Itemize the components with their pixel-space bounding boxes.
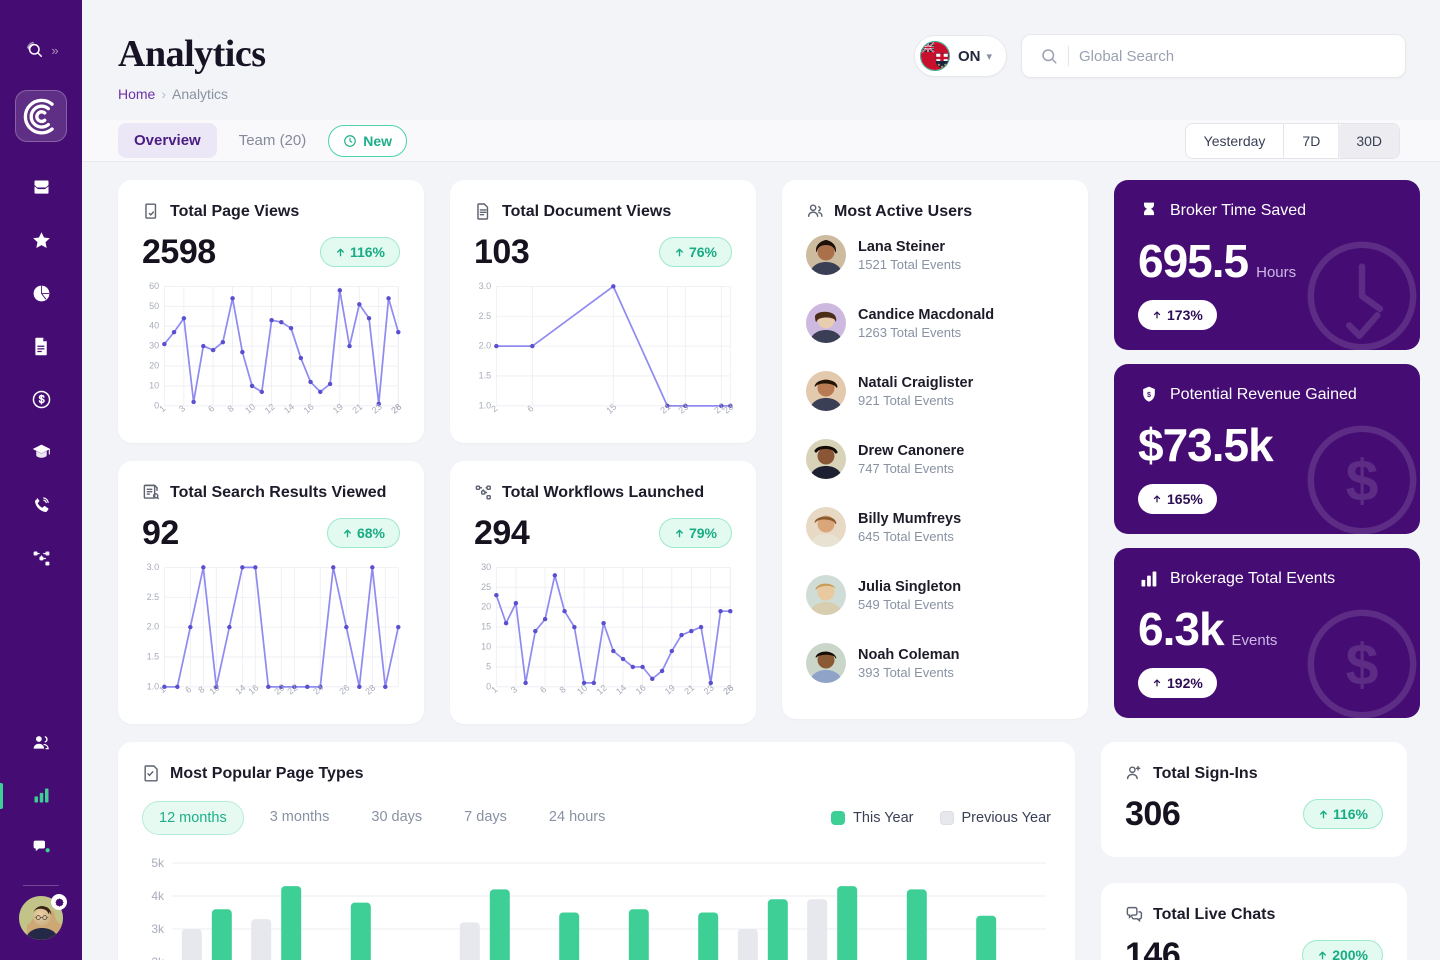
svg-text:12: 12: [263, 402, 277, 416]
svg-text:14: 14: [233, 683, 247, 697]
svg-text:50: 50: [149, 301, 159, 311]
svg-text:28: 28: [721, 402, 735, 416]
svg-text:28: 28: [721, 683, 735, 697]
svg-text:3.0: 3.0: [147, 562, 160, 572]
svg-text:21: 21: [658, 402, 672, 416]
svg-text:15: 15: [604, 402, 618, 416]
svg-text:60: 60: [149, 281, 159, 291]
svg-text:3: 3: [509, 684, 519, 695]
svg-text:21: 21: [682, 683, 696, 697]
svg-text:21: 21: [350, 402, 364, 416]
svg-text:1.5: 1.5: [479, 371, 492, 381]
svg-text:3.0: 3.0: [479, 281, 492, 291]
svg-text:16: 16: [246, 683, 260, 697]
svg-text:2.5: 2.5: [147, 592, 160, 602]
svg-text:2: 2: [489, 403, 499, 414]
svg-text:23: 23: [702, 683, 716, 697]
svg-text:15: 15: [481, 622, 491, 632]
svg-text:20: 20: [481, 602, 491, 612]
svg-text:2.0: 2.0: [479, 341, 492, 351]
svg-text:10: 10: [575, 683, 589, 697]
svg-text:25: 25: [481, 582, 491, 592]
svg-text:40: 40: [149, 321, 159, 331]
svg-text:10: 10: [243, 402, 257, 416]
svg-text:6: 6: [538, 684, 548, 695]
svg-text:16: 16: [634, 683, 648, 697]
svg-text:6: 6: [183, 684, 193, 695]
svg-text:22: 22: [285, 683, 299, 697]
svg-text:20: 20: [272, 683, 286, 697]
svg-text:14: 14: [282, 402, 296, 416]
svg-text:1: 1: [489, 684, 499, 695]
svg-text:$: $: [1346, 632, 1379, 697]
svg-text:26: 26: [337, 683, 351, 697]
svg-text:$: $: [1147, 391, 1151, 399]
svg-text:6: 6: [206, 403, 216, 414]
svg-text:30: 30: [481, 562, 491, 572]
svg-text:2.5: 2.5: [479, 311, 492, 321]
svg-text:$: $: [1346, 448, 1379, 513]
svg-text:1.5: 1.5: [147, 652, 160, 662]
svg-text:16: 16: [302, 402, 316, 416]
svg-text:5: 5: [486, 662, 491, 672]
svg-text:10: 10: [207, 683, 221, 697]
svg-text:24: 24: [311, 683, 325, 697]
svg-text:1: 1: [157, 403, 167, 414]
svg-text:30: 30: [149, 341, 159, 351]
svg-text:28: 28: [363, 683, 377, 697]
svg-text:20: 20: [149, 361, 159, 371]
svg-text:23: 23: [676, 402, 690, 416]
svg-text:8: 8: [196, 684, 206, 695]
svg-text:6: 6: [525, 403, 535, 414]
svg-text:8: 8: [557, 684, 567, 695]
svg-text:19: 19: [331, 402, 345, 416]
svg-text:3: 3: [177, 403, 187, 414]
svg-text:28: 28: [389, 402, 403, 416]
svg-text:8: 8: [225, 403, 235, 414]
svg-text:5k: 5k: [151, 856, 165, 870]
svg-text:19: 19: [663, 683, 677, 697]
svg-text:23: 23: [370, 402, 384, 416]
svg-text:10: 10: [481, 642, 491, 652]
svg-text:12: 12: [595, 683, 609, 697]
svg-text:2k: 2k: [151, 955, 165, 960]
svg-text:3k: 3k: [151, 922, 165, 936]
svg-text:14: 14: [614, 683, 628, 697]
svg-text:2.0: 2.0: [147, 622, 160, 632]
svg-text:10: 10: [149, 381, 159, 391]
svg-text:4k: 4k: [151, 889, 165, 903]
